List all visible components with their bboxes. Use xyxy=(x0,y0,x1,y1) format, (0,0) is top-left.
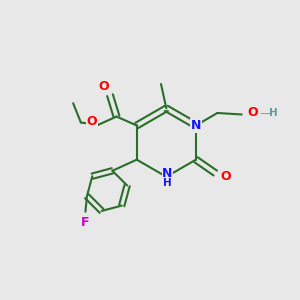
Text: F: F xyxy=(81,216,89,229)
Text: N: N xyxy=(162,167,173,180)
Text: O: O xyxy=(220,170,231,183)
Text: H: H xyxy=(163,178,172,188)
Text: O: O xyxy=(248,106,258,119)
Text: O: O xyxy=(98,80,109,93)
Text: N: N xyxy=(191,119,201,132)
Text: —: — xyxy=(260,108,271,118)
Text: H: H xyxy=(269,108,278,118)
Text: O: O xyxy=(86,115,97,128)
